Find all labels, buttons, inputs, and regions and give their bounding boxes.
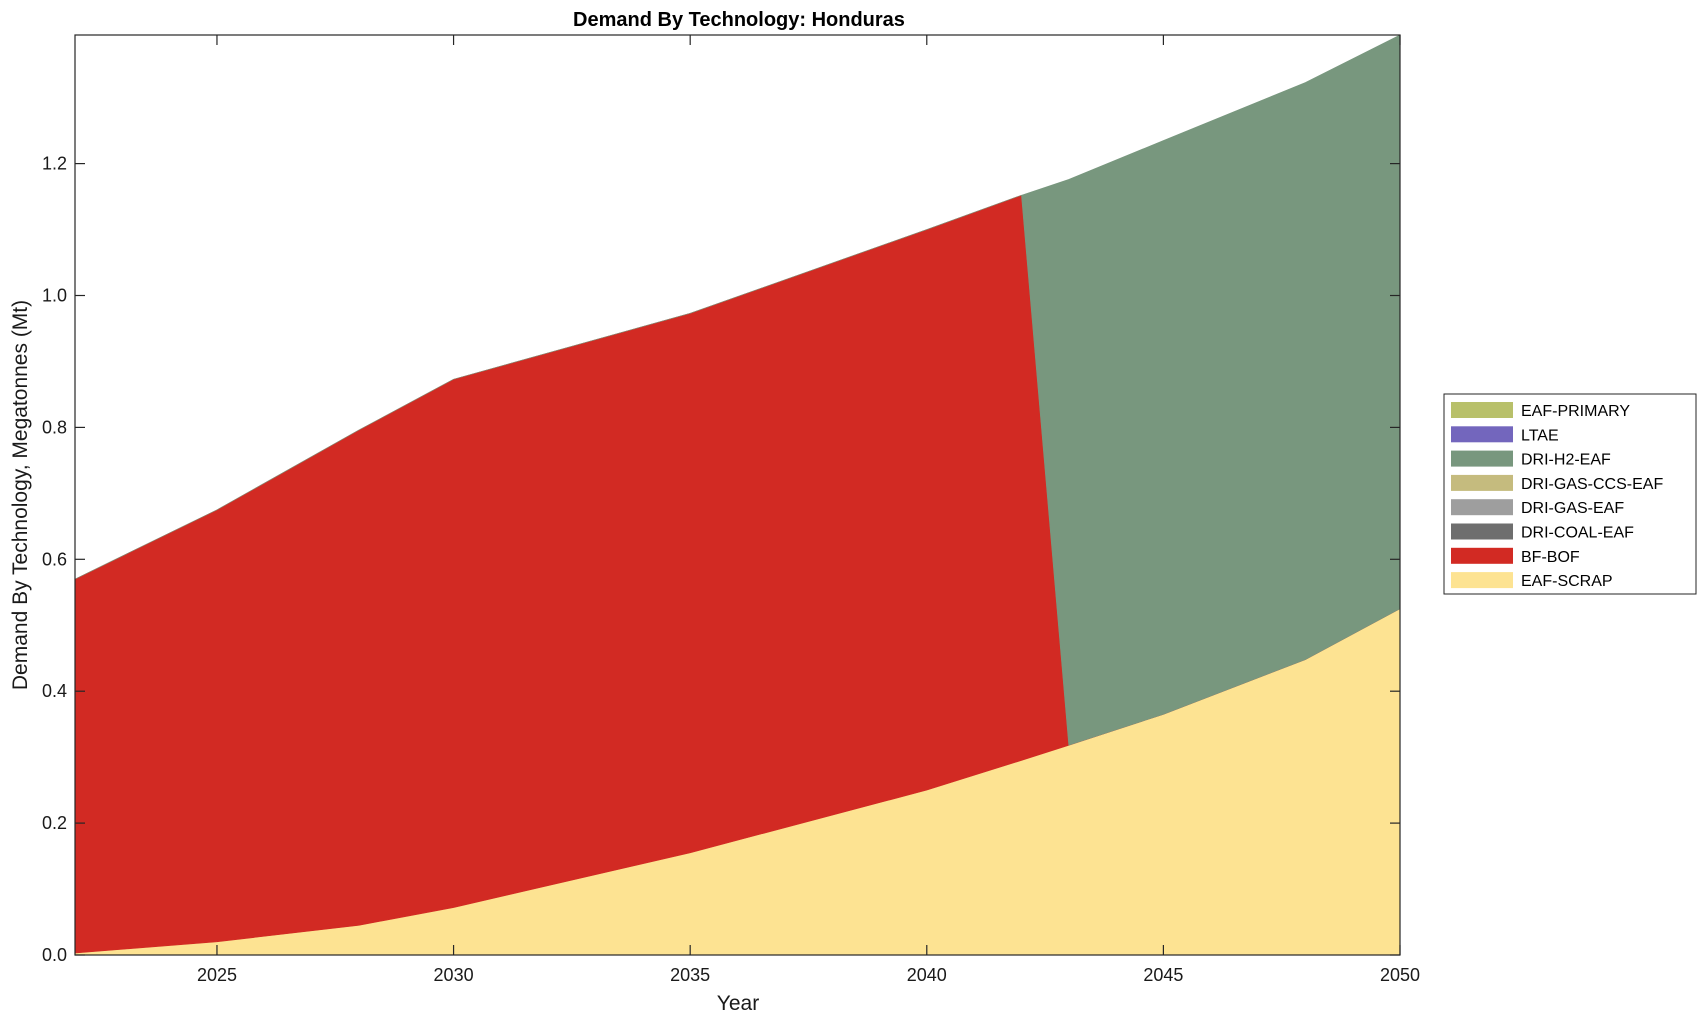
- legend-swatch: [1451, 450, 1513, 467]
- plot-frame: [74, 34, 1401, 956]
- y-tick-label: 0.6: [42, 549, 67, 569]
- y-tick-label: 0.8: [42, 417, 67, 437]
- legend-label: LTAE: [1521, 427, 1559, 444]
- legend-swatch: [1451, 523, 1513, 540]
- legend-swatch: [1451, 426, 1513, 443]
- y-axis-ticks: 0.0 0.2 0.4 0.6 0.8 1.0 1.2: [42, 154, 1400, 965]
- x-tick-label: 2045: [1143, 965, 1183, 985]
- y-tick-label: 1.0: [42, 286, 67, 306]
- x-axis-label: Year: [717, 992, 759, 1015]
- legend-label: DRI-GAS-EAF: [1521, 500, 1624, 517]
- chart-title: Demand By Technology: Honduras: [573, 9, 905, 31]
- x-axis-ticks: 2025 2030 2035 2040 2045 2050: [197, 35, 1420, 985]
- legend-swatch: [1451, 499, 1513, 516]
- area-layers: [74, 34, 1401, 956]
- x-tick-label: 2035: [670, 965, 710, 985]
- legend-label: EAF-PRIMARY: [1521, 403, 1630, 420]
- legend-label: BF-BOF: [1521, 549, 1580, 566]
- y-tick-label: 0.0: [42, 945, 67, 965]
- y-tick-label: 1.2: [42, 154, 67, 174]
- y-tick-label: 0.4: [42, 681, 67, 701]
- legend-label: EAF-SCRAP: [1521, 573, 1613, 590]
- legend-swatch: [1451, 402, 1513, 418]
- y-tick-label: 0.2: [42, 813, 67, 833]
- x-tick-label: 2040: [907, 965, 947, 985]
- x-tick-label: 2030: [434, 965, 474, 985]
- legend-label: DRI-GAS-CCS-EAF: [1521, 476, 1663, 493]
- x-tick-label: 2050: [1380, 965, 1420, 985]
- legend-swatch: [1451, 474, 1513, 491]
- legend-swatch: [1451, 572, 1513, 589]
- x-tick-label: 2025: [197, 965, 237, 985]
- legend-label: DRI-COAL-EAF: [1521, 525, 1634, 542]
- legend: EAF-PRIMARY LTAE DRI-H2-EAF DRI-GAS-CCS-EAF…: [1443, 393, 1697, 595]
- legend-swatch: [1451, 547, 1513, 564]
- y-axis-label: Demand By Technology, Megatonnes (Mt): [9, 300, 32, 690]
- legend-label: DRI-H2-EAF: [1521, 452, 1611, 469]
